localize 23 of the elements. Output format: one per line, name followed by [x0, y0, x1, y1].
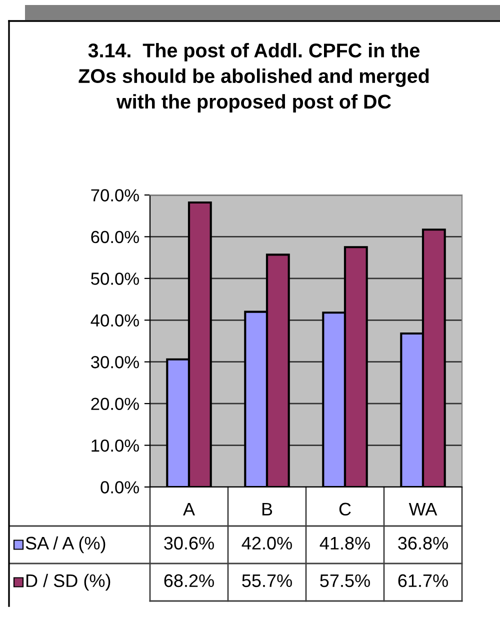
y-tick-label: 40.0% [90, 314, 139, 327]
y-tick-label: 10.0% [92, 439, 139, 452]
y-tick-label: 0.0% [100, 481, 139, 494]
y-tick-label: 30.0% [91, 356, 139, 368]
data-label: 41.8% [320, 536, 370, 550]
data-label: 61.7% [398, 574, 448, 588]
x-tick-label: A [183, 502, 195, 516]
chart-title: 3.14. The post of Addl. CPFC in the ZOs should be abolished and merged with the proposed post of DC [78, 43, 429, 113]
legend-label: SA / A (%) [26, 536, 106, 554]
x-tick-label: WA [408, 502, 438, 516]
data-label: 68.2% [164, 574, 214, 588]
data-label: 42.0% [242, 536, 292, 550]
y-tick-label: 20.0% [91, 398, 139, 410]
data-label: 55.7% [242, 574, 292, 588]
data-label: 36.8% [398, 536, 448, 550]
y-tick-label: 50.0% [91, 272, 139, 285]
legend-label: D / SD (%) [26, 574, 110, 591]
x-tick-label: C [339, 502, 351, 516]
y-tick-label: 70.0% [91, 189, 139, 202]
data-label: 57.5% [320, 574, 370, 588]
y-tick-label: 60.0% [91, 230, 139, 244]
x-tick-label: B [262, 502, 272, 516]
data-label: 30.6% [164, 536, 214, 550]
